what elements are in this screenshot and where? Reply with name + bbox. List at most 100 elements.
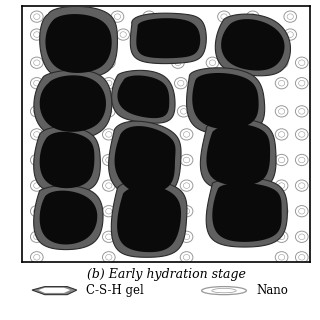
Circle shape [278, 254, 285, 260]
Circle shape [183, 234, 190, 240]
Circle shape [180, 180, 193, 191]
Circle shape [30, 180, 43, 191]
Circle shape [278, 234, 285, 240]
Circle shape [34, 157, 40, 163]
Circle shape [278, 80, 285, 86]
Polygon shape [215, 14, 291, 76]
Circle shape [102, 106, 115, 117]
Circle shape [180, 129, 193, 140]
Circle shape [178, 80, 184, 86]
Circle shape [275, 57, 288, 68]
Circle shape [30, 57, 43, 68]
Circle shape [295, 154, 308, 166]
Circle shape [223, 29, 236, 40]
Polygon shape [40, 132, 94, 188]
Circle shape [180, 205, 193, 217]
Polygon shape [206, 178, 287, 247]
Circle shape [295, 57, 308, 68]
Circle shape [218, 11, 230, 22]
Circle shape [278, 108, 285, 114]
Polygon shape [115, 126, 175, 194]
Circle shape [252, 29, 265, 40]
Circle shape [246, 11, 259, 22]
Circle shape [250, 14, 256, 20]
Circle shape [111, 11, 124, 22]
Circle shape [183, 183, 190, 188]
Circle shape [30, 129, 43, 140]
Circle shape [284, 29, 297, 40]
Circle shape [114, 14, 121, 20]
Circle shape [34, 254, 40, 260]
Circle shape [30, 11, 43, 22]
Circle shape [209, 60, 216, 66]
Circle shape [106, 80, 112, 86]
Circle shape [175, 60, 181, 66]
Circle shape [299, 254, 305, 260]
Polygon shape [34, 186, 103, 250]
Circle shape [227, 32, 233, 37]
Circle shape [299, 60, 305, 66]
Circle shape [102, 231, 115, 243]
Circle shape [177, 106, 190, 117]
Circle shape [299, 234, 305, 240]
Polygon shape [117, 76, 169, 118]
Circle shape [30, 231, 43, 243]
Circle shape [102, 57, 115, 68]
Polygon shape [40, 6, 117, 78]
Circle shape [255, 32, 262, 37]
Circle shape [34, 234, 40, 240]
Polygon shape [130, 13, 206, 64]
Polygon shape [112, 70, 175, 123]
Circle shape [102, 129, 115, 140]
Circle shape [278, 60, 285, 66]
Circle shape [174, 77, 187, 89]
Circle shape [106, 234, 112, 240]
Circle shape [275, 180, 288, 191]
Circle shape [102, 205, 115, 217]
Polygon shape [192, 73, 259, 129]
Text: C-S-H gel: C-S-H gel [86, 284, 144, 297]
Circle shape [34, 60, 40, 66]
Polygon shape [34, 127, 100, 193]
Circle shape [299, 208, 305, 214]
Polygon shape [187, 68, 265, 134]
Circle shape [34, 32, 40, 37]
Circle shape [152, 32, 158, 37]
Circle shape [299, 157, 305, 163]
Circle shape [183, 208, 190, 214]
Polygon shape [45, 14, 112, 73]
Circle shape [30, 106, 43, 117]
Circle shape [180, 231, 193, 243]
Circle shape [295, 129, 308, 140]
Circle shape [275, 231, 288, 243]
Polygon shape [38, 288, 70, 293]
Circle shape [295, 77, 308, 89]
Polygon shape [221, 19, 284, 71]
Polygon shape [212, 183, 282, 242]
Circle shape [106, 108, 112, 114]
Circle shape [106, 132, 112, 137]
Circle shape [53, 11, 66, 22]
Polygon shape [34, 70, 112, 140]
Circle shape [183, 254, 190, 260]
Polygon shape [108, 121, 181, 199]
Polygon shape [32, 287, 77, 295]
Circle shape [287, 32, 293, 37]
Circle shape [34, 208, 40, 214]
Circle shape [299, 132, 305, 137]
Circle shape [183, 157, 190, 163]
Circle shape [57, 32, 63, 37]
Circle shape [30, 252, 43, 263]
Circle shape [53, 29, 66, 40]
Polygon shape [111, 180, 187, 257]
Circle shape [275, 77, 288, 89]
Polygon shape [200, 119, 276, 191]
Text: (b) Early hydration stage: (b) Early hydration stage [87, 268, 246, 281]
Circle shape [278, 157, 285, 163]
Circle shape [30, 205, 43, 217]
Circle shape [106, 208, 112, 214]
Circle shape [183, 132, 190, 137]
Circle shape [143, 11, 156, 22]
Circle shape [299, 183, 305, 188]
Circle shape [295, 180, 308, 191]
